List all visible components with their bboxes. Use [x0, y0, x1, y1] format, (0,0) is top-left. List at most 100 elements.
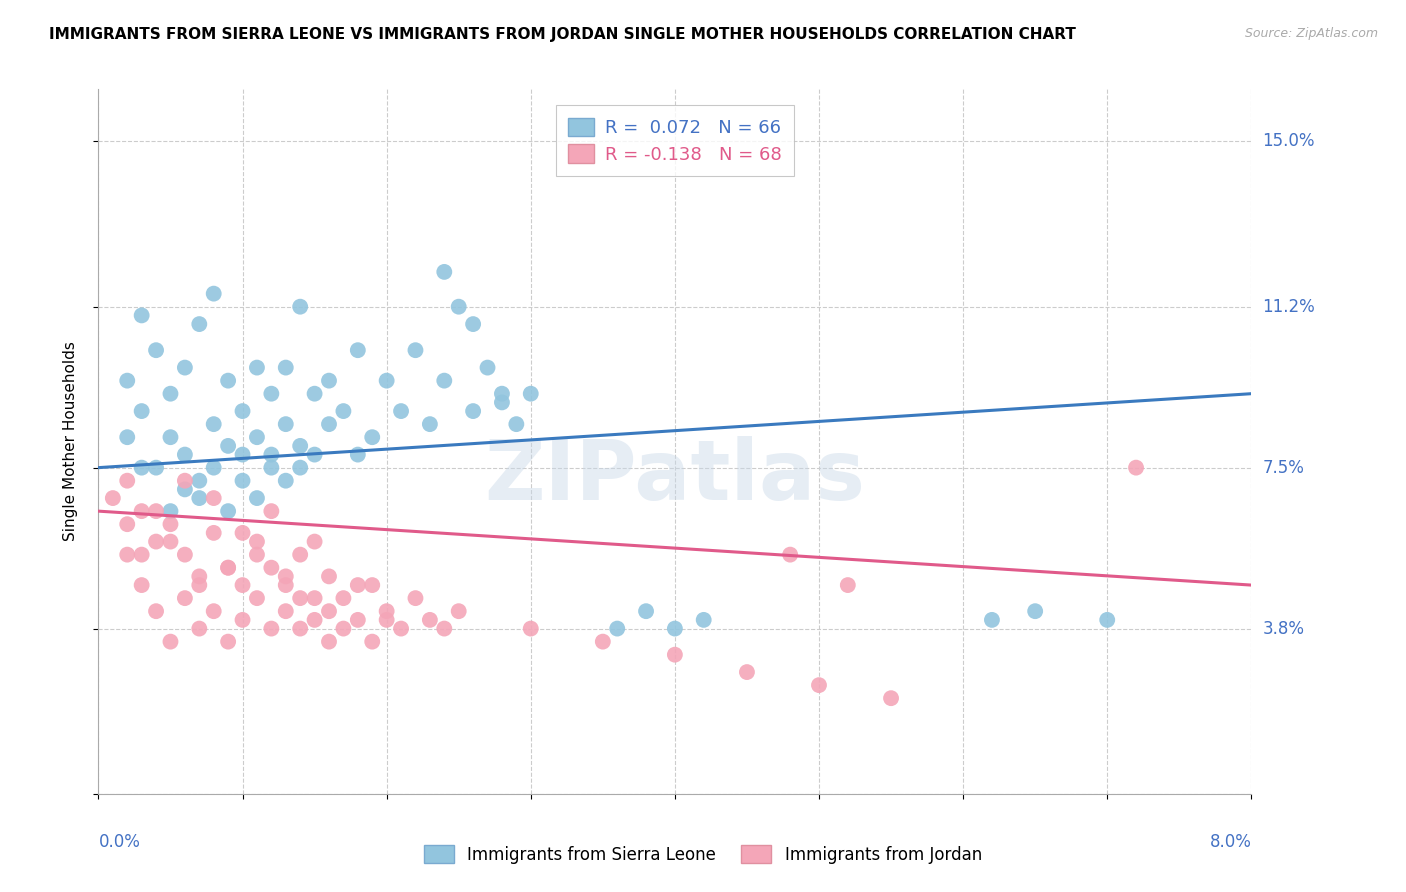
Point [389, 622, 412, 636]
Point [117, 374, 139, 388]
Point [664, 622, 686, 636]
Point [419, 417, 441, 431]
Point [606, 622, 628, 636]
Point [1125, 460, 1147, 475]
Point [389, 404, 412, 418]
Point [260, 386, 283, 401]
Point [461, 317, 484, 331]
Point [231, 525, 254, 540]
Point [131, 309, 153, 323]
Point [260, 560, 283, 574]
Point [332, 404, 354, 418]
Point [188, 474, 211, 488]
Point [159, 517, 181, 532]
Point [174, 474, 197, 488]
Point [117, 474, 139, 488]
Point [159, 430, 181, 444]
Point [188, 622, 211, 636]
Point [231, 613, 254, 627]
Point [274, 417, 297, 431]
Legend: R =  0.072   N = 66, R = -0.138   N = 68: R = 0.072 N = 66, R = -0.138 N = 68 [555, 105, 794, 177]
Point [131, 404, 153, 418]
Point [246, 591, 269, 606]
Point [290, 460, 312, 475]
Point [246, 360, 269, 375]
Text: 11.2%: 11.2% [1263, 298, 1315, 316]
Point [202, 460, 225, 475]
Point [217, 374, 239, 388]
Point [145, 504, 167, 518]
Point [290, 300, 312, 314]
Point [174, 360, 197, 375]
Point [1097, 613, 1119, 627]
Text: 7.5%: 7.5% [1263, 458, 1305, 476]
Point [477, 360, 499, 375]
Y-axis label: Single Mother Households: Single Mother Households [63, 342, 77, 541]
Point [217, 634, 239, 648]
Point [188, 317, 211, 331]
Point [188, 491, 211, 505]
Point [188, 569, 211, 583]
Text: ZIPatlas: ZIPatlas [485, 436, 865, 517]
Point [361, 430, 384, 444]
Point [375, 604, 398, 618]
Point [318, 569, 340, 583]
Point [433, 622, 456, 636]
Point [202, 604, 225, 618]
Point [779, 548, 801, 562]
Point [246, 491, 269, 505]
Point [304, 591, 326, 606]
Point [131, 578, 153, 592]
Point [375, 613, 398, 627]
Point [145, 460, 167, 475]
Point [318, 417, 340, 431]
Point [202, 417, 225, 431]
Point [260, 448, 283, 462]
Point [405, 591, 427, 606]
Point [318, 634, 340, 648]
Point [808, 678, 831, 692]
Point [290, 439, 312, 453]
Point [159, 534, 181, 549]
Point [346, 343, 368, 358]
Point [837, 578, 859, 592]
Point [117, 430, 139, 444]
Point [419, 613, 441, 627]
Point [505, 417, 527, 431]
Point [461, 404, 484, 418]
Point [131, 548, 153, 562]
Point [260, 460, 283, 475]
Point [318, 604, 340, 618]
Point [174, 483, 197, 497]
Point [202, 491, 225, 505]
Point [346, 613, 368, 627]
Point [318, 374, 340, 388]
Point [131, 460, 153, 475]
Point [332, 622, 354, 636]
Point [117, 548, 139, 562]
Point [217, 439, 239, 453]
Point [491, 386, 513, 401]
Point [290, 622, 312, 636]
Point [1024, 604, 1046, 618]
Point [290, 591, 312, 606]
Point [447, 300, 470, 314]
Point [246, 548, 269, 562]
Point [117, 517, 139, 532]
Point [346, 578, 368, 592]
Point [174, 448, 197, 462]
Point [217, 560, 239, 574]
Point [304, 386, 326, 401]
Point [274, 604, 297, 618]
Text: 15.0%: 15.0% [1263, 132, 1315, 151]
Point [735, 665, 758, 679]
Point [304, 448, 326, 462]
Point [981, 613, 1004, 627]
Point [246, 534, 269, 549]
Point [131, 504, 153, 518]
Point [231, 474, 254, 488]
Point [375, 374, 398, 388]
Point [332, 591, 354, 606]
Point [664, 648, 686, 662]
Point [174, 548, 197, 562]
